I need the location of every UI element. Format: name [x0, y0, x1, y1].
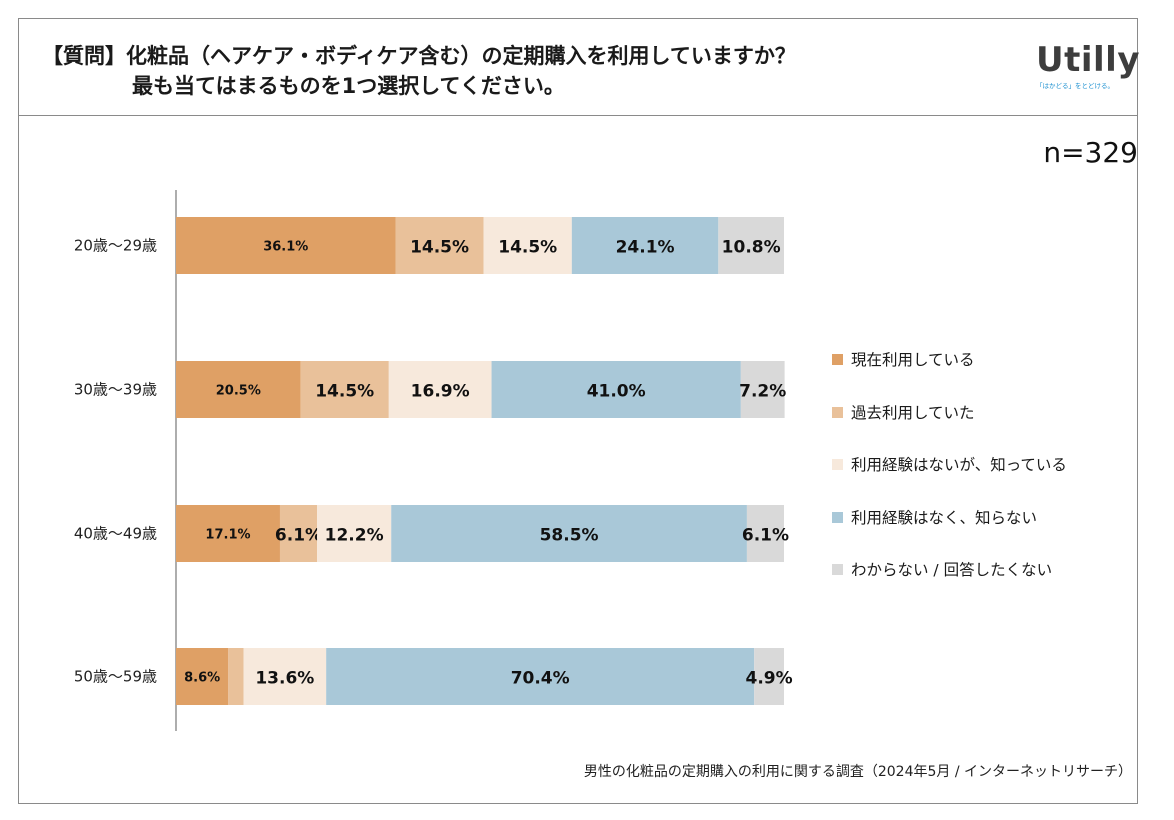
bar-segment	[718, 217, 784, 274]
data-label: 6.1%	[275, 526, 322, 546]
bar-segment	[176, 505, 280, 562]
question-line-1: 【質問】化粧品（ヘアケア・ボディケア含む）の定期購入を利用していますか？	[42, 44, 796, 68]
category-label: 40歳～49歳	[74, 525, 157, 543]
bar-segment	[300, 361, 389, 418]
data-label: 17.1%	[205, 528, 250, 543]
data-label: 70.4%	[511, 669, 570, 689]
data-label: 6.1%	[742, 526, 789, 546]
data-label: 13.6%	[255, 669, 314, 689]
bar-segment	[491, 361, 741, 418]
legend-swatch	[832, 511, 843, 523]
bar-segment	[228, 648, 244, 705]
legend-label: 過去利用していた	[851, 403, 975, 422]
data-label: 16.9%	[411, 382, 470, 402]
category-label: 30歳～39歳	[74, 381, 157, 399]
data-label: 14.5%	[498, 238, 557, 258]
bar-segment	[754, 648, 784, 705]
legend-swatch	[832, 459, 843, 470]
sample-size: n=329	[1043, 136, 1138, 169]
header: 【質問】化粧品（ヘアケア・ボディケア含む）の定期購入を利用していますか？ 最も当…	[18, 18, 1140, 116]
data-label: 10.8%	[722, 238, 781, 258]
utilly-logo: Utilly 「はかどる」をとどける。	[1036, 40, 1140, 112]
data-label: 20.5%	[216, 384, 261, 399]
category-label: 50歳～59歳	[74, 668, 157, 686]
data-label: 24.1%	[616, 238, 675, 258]
legend-swatch	[832, 564, 843, 575]
data-label: 41.0%	[587, 382, 646, 402]
chart-frame	[18, 18, 1138, 804]
bar-segment	[395, 217, 484, 274]
bar-segment	[176, 217, 396, 274]
bar-segment	[740, 361, 785, 418]
bar-segment	[317, 505, 392, 562]
category-label: 20歳～29歳	[74, 237, 157, 255]
data-label: 12.2%	[325, 526, 384, 546]
data-label: 7.2%	[739, 382, 786, 402]
data-label: 36.1%	[263, 240, 308, 255]
question-line-2: 最も当てはまるものを1つ選択してください。	[132, 74, 565, 98]
legend-label: 利用経験はないが、知っている	[851, 456, 1067, 474]
data-label: 58.5%	[540, 526, 599, 546]
bar-segment	[571, 217, 719, 274]
bar-segment	[279, 505, 318, 562]
bar-segment	[388, 361, 492, 418]
bar-segment	[243, 648, 327, 705]
logo-text: Utilly	[1036, 40, 1140, 80]
bar-segment	[176, 361, 301, 418]
footnote: 男性の化粧品の定期購入の利用に関する調査（2024年5月 / インターネットリサ…	[583, 764, 1132, 780]
legend-label: わからない / 回答したくない	[851, 561, 1053, 579]
legend-swatch	[832, 354, 843, 365]
data-label: 14.5%	[315, 382, 374, 402]
legend-label: 利用経験はなく、知らない	[851, 508, 1038, 527]
logo-tagline: 「はかどる」をとどける。	[1036, 82, 1114, 90]
bar-segment	[176, 648, 229, 705]
bar-segment	[326, 648, 755, 705]
legend-swatch	[832, 406, 843, 418]
data-label: 14.5%	[410, 238, 469, 258]
bar-segment	[391, 505, 747, 562]
bar-segment	[746, 505, 784, 562]
data-label: 8.6%	[184, 671, 220, 686]
data-label: 4.9%	[746, 669, 793, 689]
bar-segment	[483, 217, 572, 274]
legend-label: 現在利用している	[851, 351, 975, 369]
